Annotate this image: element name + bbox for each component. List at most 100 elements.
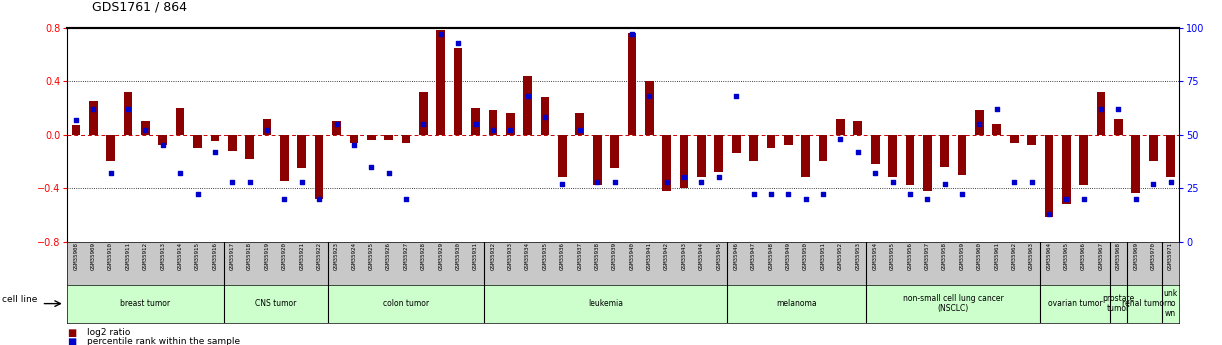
- Point: [1004, 179, 1024, 184]
- Point: [918, 196, 937, 201]
- Bar: [576, 113, 584, 135]
- Text: GSM35932: GSM35932: [490, 242, 495, 270]
- Text: GSM35929: GSM35929: [439, 242, 444, 270]
- Text: melanoma: melanoma: [777, 299, 818, 308]
- Text: GSM35939: GSM35939: [612, 242, 617, 270]
- Point: [569, 128, 589, 133]
- Text: GSM35916: GSM35916: [213, 242, 218, 270]
- Point: [588, 179, 607, 184]
- Bar: [297, 135, 307, 168]
- Bar: [1132, 135, 1140, 193]
- Bar: [489, 110, 497, 135]
- Text: GSM35931: GSM35931: [473, 242, 478, 270]
- Point: [865, 170, 885, 176]
- Text: GSM35950: GSM35950: [803, 242, 808, 270]
- Text: GSM35951: GSM35951: [820, 242, 826, 270]
- Text: GSM35966: GSM35966: [1081, 242, 1086, 270]
- Text: GSM35963: GSM35963: [1029, 242, 1034, 270]
- Text: GSM35949: GSM35949: [786, 242, 791, 270]
- Text: CNS tumor: CNS tumor: [255, 299, 297, 308]
- Point: [622, 31, 642, 37]
- Point: [309, 196, 329, 201]
- Point: [153, 142, 172, 148]
- Bar: [679, 135, 688, 188]
- Text: non-small cell lung cancer
(NSCLC): non-small cell lung cancer (NSCLC): [903, 294, 1003, 313]
- Text: GSM35911: GSM35911: [126, 242, 131, 270]
- Text: GSM35938: GSM35938: [595, 242, 600, 270]
- Point: [675, 175, 694, 180]
- Bar: [1079, 135, 1088, 185]
- Point: [1039, 211, 1058, 216]
- Point: [518, 93, 538, 99]
- Text: GSM35918: GSM35918: [247, 242, 252, 270]
- Point: [326, 121, 346, 127]
- Bar: [72, 125, 81, 135]
- Bar: [871, 135, 880, 164]
- Bar: [263, 119, 271, 135]
- Point: [431, 31, 451, 37]
- Point: [483, 128, 502, 133]
- Text: GSM35910: GSM35910: [109, 242, 114, 270]
- Bar: [106, 135, 115, 161]
- Text: GSM35959: GSM35959: [959, 242, 964, 270]
- Point: [240, 179, 259, 184]
- Bar: [888, 135, 897, 177]
- Bar: [940, 135, 949, 167]
- Bar: [1028, 135, 1036, 145]
- Bar: [540, 97, 550, 135]
- Bar: [819, 135, 827, 161]
- Bar: [992, 124, 1001, 135]
- Point: [501, 128, 521, 133]
- Text: GSM35922: GSM35922: [316, 242, 321, 270]
- Point: [83, 106, 103, 112]
- Point: [709, 175, 728, 180]
- Point: [66, 117, 86, 122]
- Bar: [1045, 135, 1053, 217]
- Point: [726, 93, 745, 99]
- Bar: [1149, 135, 1157, 161]
- Point: [657, 179, 677, 184]
- Text: ovarian tumor: ovarian tumor: [1047, 299, 1102, 308]
- Text: percentile rank within the sample: percentile rank within the sample: [87, 337, 240, 345]
- Text: GSM35960: GSM35960: [976, 242, 982, 270]
- Bar: [210, 135, 219, 141]
- Point: [222, 179, 242, 184]
- Bar: [906, 135, 914, 185]
- Text: GSM35964: GSM35964: [1046, 242, 1051, 270]
- Point: [1161, 179, 1180, 184]
- Point: [535, 115, 555, 120]
- Bar: [697, 135, 706, 177]
- Bar: [1096, 92, 1106, 135]
- Bar: [923, 135, 931, 191]
- Text: GSM35917: GSM35917: [230, 242, 235, 270]
- Point: [761, 192, 781, 197]
- Bar: [89, 101, 98, 135]
- Bar: [785, 135, 793, 145]
- Bar: [958, 135, 967, 175]
- Text: GSM35971: GSM35971: [1168, 242, 1173, 270]
- Point: [935, 181, 954, 187]
- Point: [170, 170, 189, 176]
- Bar: [472, 108, 480, 135]
- Text: GSM35935: GSM35935: [543, 242, 547, 270]
- Text: GSM35933: GSM35933: [508, 242, 513, 270]
- Bar: [123, 92, 132, 135]
- Bar: [1114, 119, 1123, 135]
- Text: renal tumor: renal tumor: [1122, 299, 1167, 308]
- Bar: [593, 135, 601, 185]
- Bar: [975, 110, 984, 135]
- Text: GSM35937: GSM35937: [577, 242, 582, 270]
- Point: [275, 196, 295, 201]
- Text: GSM35961: GSM35961: [995, 242, 1000, 270]
- Point: [1108, 106, 1128, 112]
- Point: [345, 142, 364, 148]
- Bar: [141, 121, 150, 135]
- Bar: [715, 135, 723, 172]
- Bar: [436, 30, 445, 135]
- Point: [119, 106, 138, 112]
- Point: [136, 128, 155, 133]
- Text: GSM35942: GSM35942: [665, 242, 670, 270]
- Text: GSM35914: GSM35914: [177, 242, 182, 270]
- Point: [1091, 106, 1111, 112]
- Point: [744, 192, 764, 197]
